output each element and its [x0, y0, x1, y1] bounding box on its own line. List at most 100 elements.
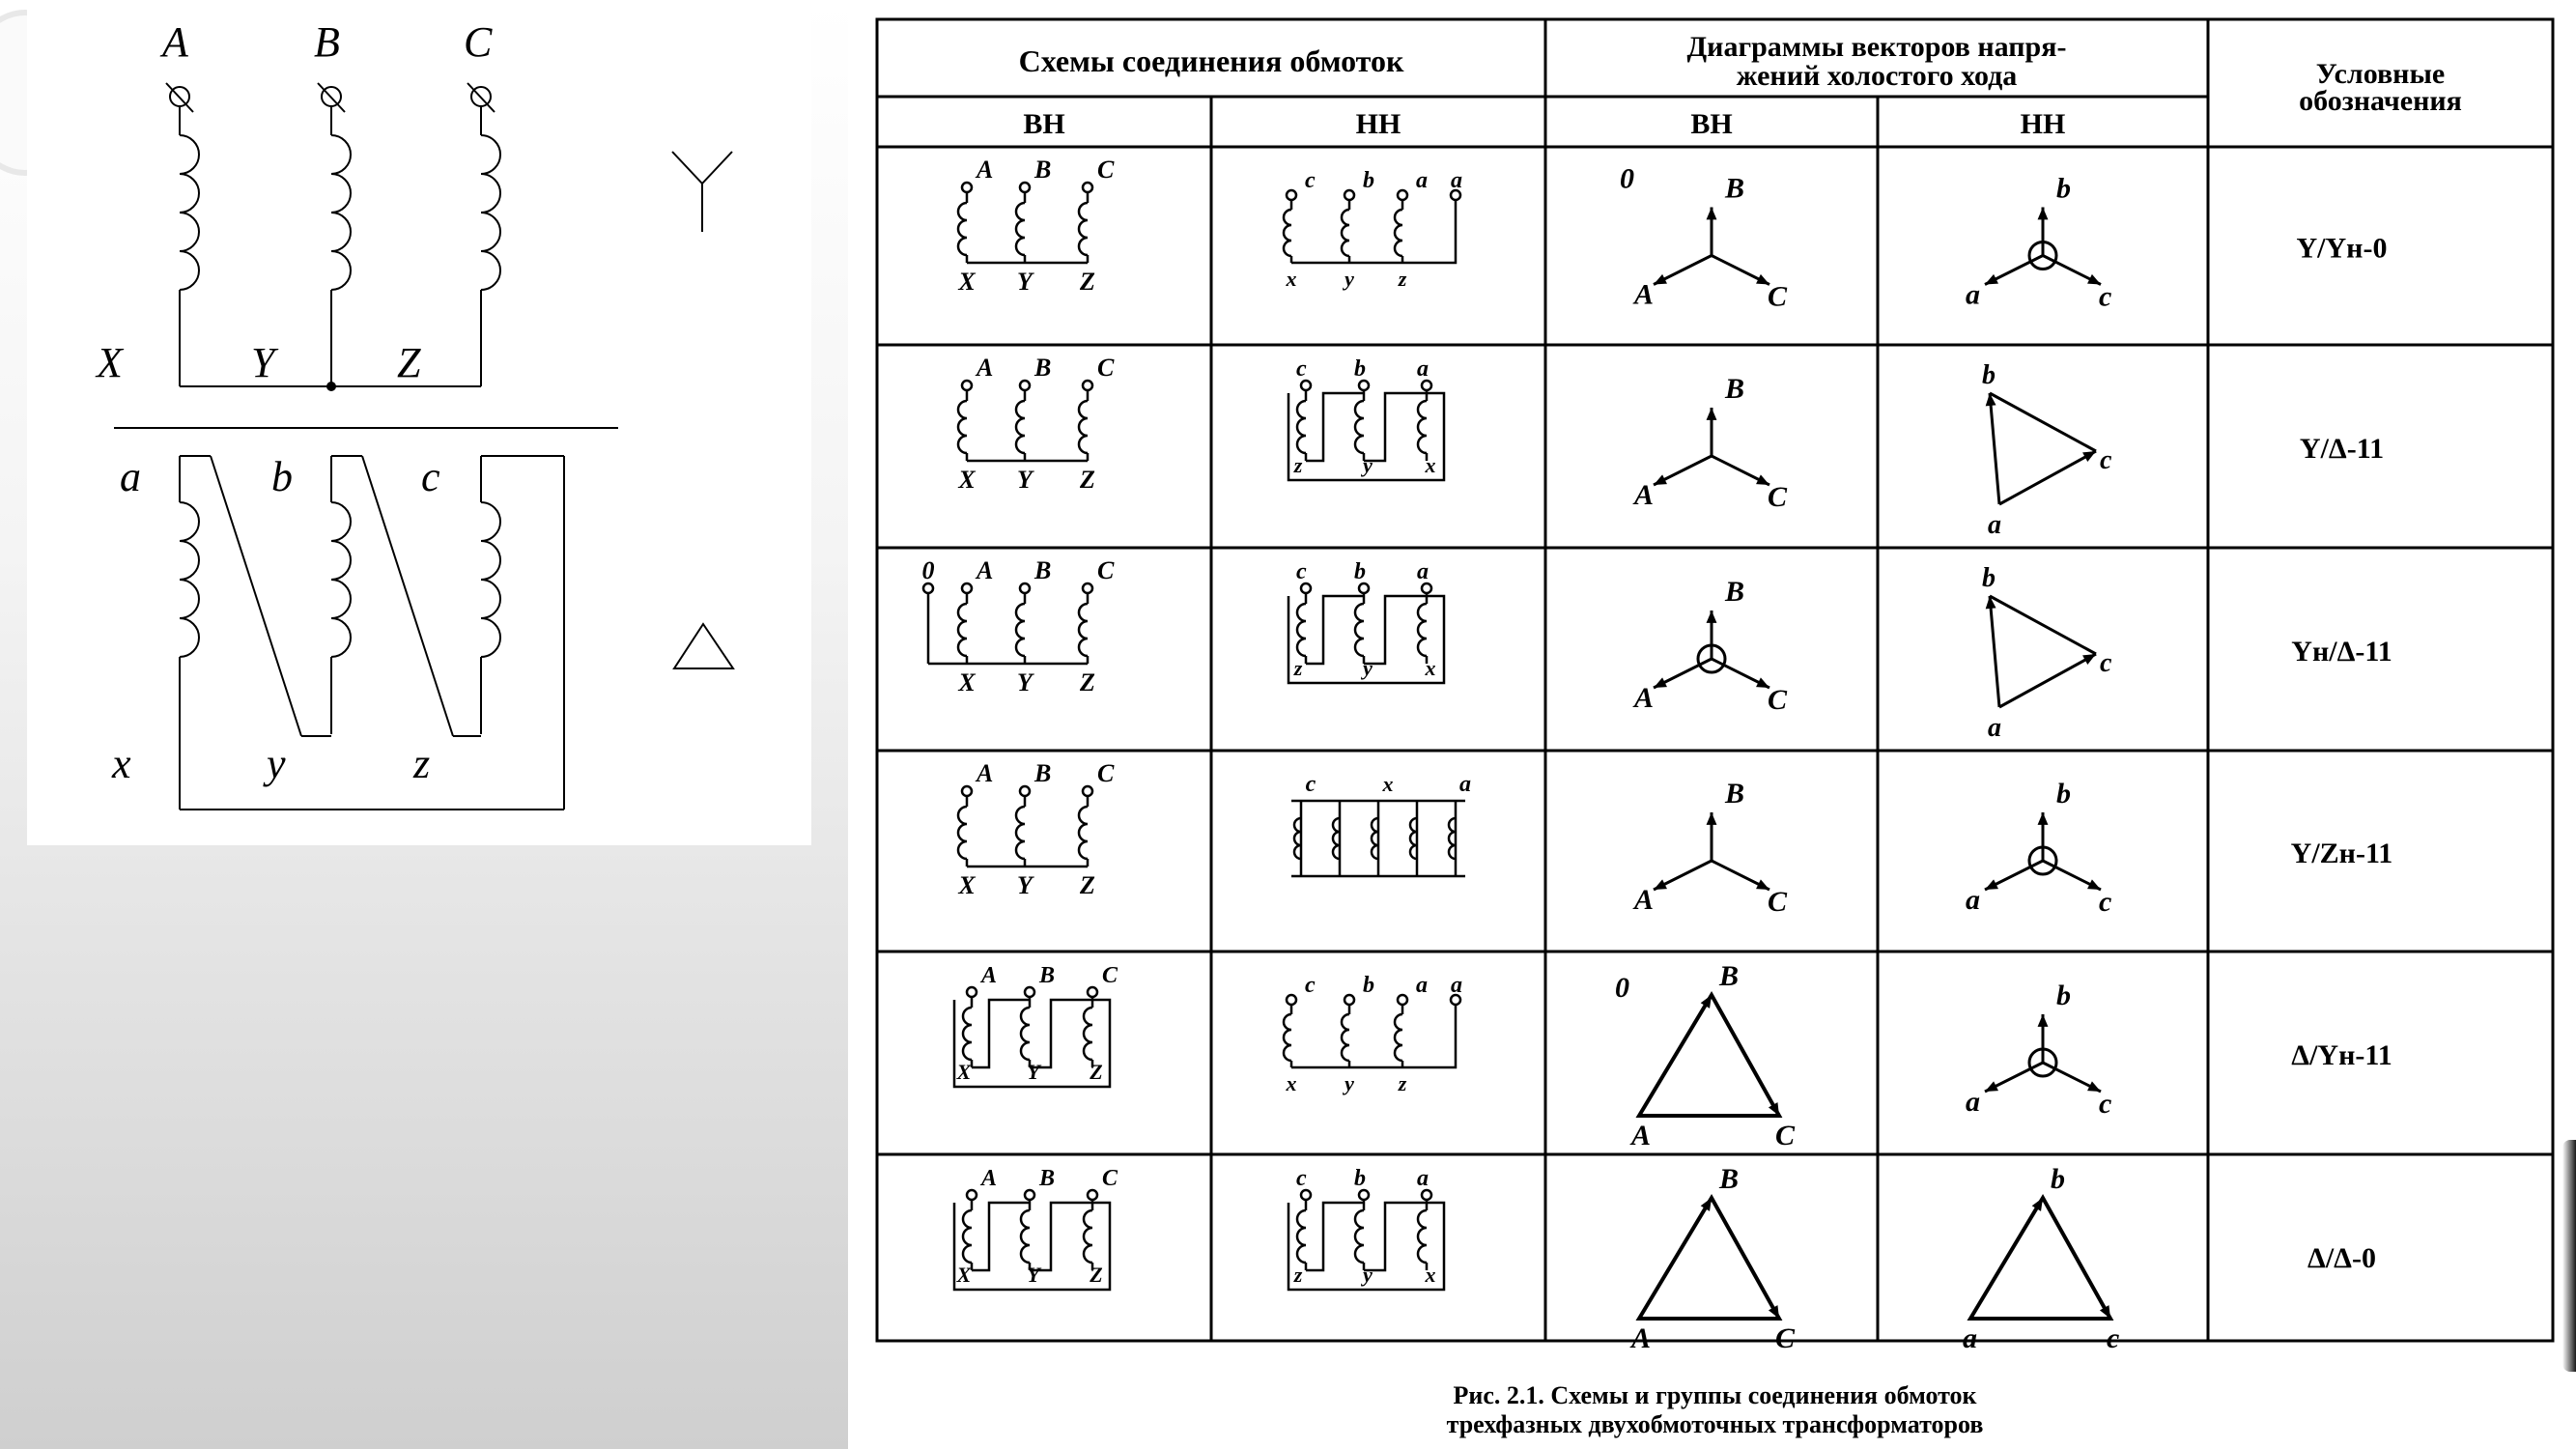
svg-text:C: C — [1097, 156, 1115, 184]
delta-coil — [1353, 399, 1365, 455]
svg-text:Z: Z — [1079, 668, 1095, 696]
connection-symbol: Y/Δ-11 — [2300, 433, 2384, 465]
svg-text:x: x — [1425, 656, 1436, 680]
svg-text:B: B — [1033, 556, 1051, 584]
svg-text:Y: Y — [251, 339, 279, 386]
svg-text:B: B — [1033, 156, 1051, 184]
svg-text:x: x — [111, 740, 131, 787]
svg-text:b: b — [1354, 356, 1366, 382]
star-symbol — [671, 151, 703, 185]
hv-coil — [1014, 201, 1026, 257]
table-row: Y/Δ-11 — [956, 379, 2384, 506]
svg-text:b: b — [2051, 1163, 2065, 1195]
svg-text:C: C — [1768, 684, 1788, 716]
lv-coil — [1282, 1012, 1292, 1063]
svg-text:z: z — [1293, 1263, 1303, 1287]
svg-text:A: A — [975, 354, 993, 382]
svg-text:C: C — [1097, 759, 1115, 787]
hv-coil — [956, 602, 968, 658]
svg-text:A: A — [1632, 479, 1654, 511]
svg-text:a: a — [1451, 168, 1462, 193]
svg-text:A: A — [975, 156, 993, 184]
svg-text:y: y — [1360, 656, 1373, 680]
svg-text:X: X — [957, 668, 976, 696]
svg-text:a: a — [1966, 884, 1980, 916]
svg-text:z: z — [1398, 1071, 1407, 1095]
svg-text:b: b — [1982, 563, 1996, 593]
svg-text:y: y — [1342, 267, 1354, 291]
svg-text:b: b — [2056, 980, 2071, 1011]
delta-coil — [1082, 1006, 1093, 1062]
delta-coil — [961, 1208, 973, 1264]
lv-coil — [1340, 208, 1350, 258]
svg-text:z: z — [1398, 267, 1407, 291]
svg-text:a: a — [1416, 973, 1428, 998]
caption-line-1: Рис. 2.1. Схемы и группы соединения обмо… — [1453, 1381, 1976, 1409]
svg-text:C: C — [1768, 481, 1788, 513]
zig-coil — [1447, 816, 1457, 861]
svg-text:X: X — [957, 268, 976, 296]
svg-text:z: z — [412, 740, 430, 787]
svg-text:A: A — [975, 759, 993, 787]
svg-text:C: C — [1775, 1322, 1796, 1354]
connection-table: Схемы соединения обмоток Диаграммы вектор… — [875, 17, 2555, 1438]
subheader-lv-scheme: НН — [1356, 108, 1401, 140]
hv-coil — [1014, 399, 1026, 455]
header-schemes: Схемы соединения обмоток — [1019, 43, 1404, 78]
hv-winding-C — [480, 134, 501, 291]
table-row: Δ/Yн-11 — [952, 985, 2392, 1118]
svg-text:B: B — [1724, 576, 1744, 608]
lv-winding-c — [480, 501, 501, 658]
header-symbols-2: обозначения — [2299, 85, 2462, 117]
svg-text:C: C — [1097, 556, 1115, 584]
delta-coil — [1416, 399, 1428, 455]
svg-text:b: b — [1363, 168, 1374, 193]
svg-text:B: B — [1033, 759, 1051, 787]
svg-text:a: a — [120, 453, 141, 500]
table-border — [875, 17, 2555, 1343]
svg-text:A: A — [975, 556, 993, 584]
lv-winding-b — [330, 501, 352, 658]
subheader-lv-vector: НН — [2021, 108, 2066, 140]
svg-text:a: a — [1459, 772, 1471, 797]
svg-text:a: a — [1417, 559, 1429, 584]
svg-text:A: A — [979, 1166, 997, 1191]
svg-text:A: A — [979, 963, 997, 988]
svg-text:X: X — [957, 466, 976, 494]
svg-text:a: a — [1963, 1322, 1977, 1354]
svg-text:z: z — [1293, 453, 1303, 477]
connection-symbol: Δ/Yн-11 — [2291, 1039, 2392, 1071]
subheader-hv-vector: ВН — [1690, 108, 1732, 140]
svg-text:a: a — [1966, 1086, 1980, 1118]
svg-text:a: a — [1988, 510, 2001, 540]
svg-text:c: c — [2099, 1088, 2111, 1120]
terminal-slash — [467, 82, 495, 113]
svg-text:c: c — [2099, 281, 2111, 313]
svg-text:X: X — [956, 1263, 973, 1287]
svg-text:Z: Z — [1089, 1263, 1102, 1287]
hv-winding-A — [179, 134, 200, 291]
svg-text:x: x — [1425, 453, 1436, 477]
hv-coil — [1077, 201, 1089, 257]
hv-coil — [1014, 805, 1026, 861]
svg-text:b: b — [1982, 360, 1996, 390]
svg-text:x: x — [1425, 1263, 1436, 1287]
hv-coil — [1077, 805, 1089, 861]
table-row: Y/Zн-11 — [956, 784, 2392, 892]
svg-text:y: y — [1360, 453, 1373, 477]
svg-text:Z: Z — [1089, 1060, 1102, 1084]
svg-text:B: B — [1718, 1163, 1739, 1195]
svg-text:c: c — [2100, 648, 2112, 678]
hv-coil — [956, 399, 968, 455]
svg-text:Z: Z — [397, 339, 421, 386]
hv-coil — [956, 805, 968, 861]
lv-winding-a — [179, 501, 200, 658]
svg-text:C: C — [1768, 281, 1788, 313]
svg-text:0: 0 — [922, 556, 935, 584]
svg-text:C: C — [1102, 1166, 1118, 1191]
zig-coil — [1370, 816, 1379, 861]
svg-text:B: B — [1724, 778, 1744, 810]
svg-text:c: c — [2100, 445, 2112, 475]
hv-coil — [956, 201, 968, 257]
svg-text:X: X — [95, 339, 125, 386]
